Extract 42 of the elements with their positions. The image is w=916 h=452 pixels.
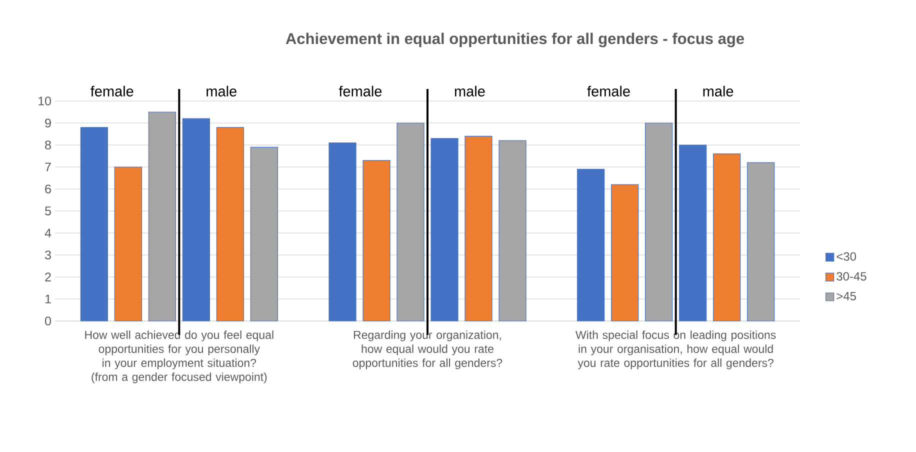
- bar: [148, 112, 176, 322]
- y-tick-label: 9: [45, 118, 51, 128]
- x-tick-label: How well achieved do you feel equal opportunities for you personally in your employment situation? (from a gender focused viewpoint): [85, 330, 274, 384]
- legend-label: >45: [836, 292, 856, 300]
- x-tick-label: Regarding your organization, how equal would you rate opportunities for all genders?: [352, 330, 502, 370]
- text: male: [454, 86, 485, 96]
- bar: [747, 162, 775, 322]
- bar: [577, 168, 605, 322]
- bar: [216, 127, 244, 322]
- bar: [328, 142, 356, 322]
- y-tick-label: 8: [45, 140, 51, 150]
- bar: [498, 140, 526, 322]
- y-tick-label: 2: [45, 272, 51, 282]
- text: female: [587, 86, 630, 96]
- y-tick-label: 6: [45, 184, 51, 194]
- y-tick-label: 3: [45, 250, 51, 260]
- y-tick-label: 1: [45, 294, 51, 304]
- text: male: [703, 86, 734, 96]
- y-tick-label: 0: [45, 316, 51, 326]
- legend-label: <30: [836, 252, 856, 261]
- bar: [464, 136, 492, 322]
- bar: [362, 160, 390, 322]
- bar: [396, 122, 424, 322]
- bar: [80, 127, 108, 322]
- text: female: [338, 86, 382, 96]
- chart-title: Achievement in equal oppertunities for all genders - focus age: [286, 32, 744, 48]
- bar: [114, 166, 142, 322]
- bar: [250, 146, 278, 322]
- y-tick-label: 4: [44, 228, 52, 238]
- bar: [430, 138, 458, 322]
- y-tick-label: 10: [38, 96, 51, 106]
- bar: [645, 122, 673, 322]
- legend-label: 30-45: [836, 272, 866, 281]
- text: female: [90, 86, 134, 96]
- bar: [713, 153, 741, 322]
- bar: [611, 184, 639, 322]
- bar: [182, 118, 210, 322]
- text: male: [206, 86, 236, 96]
- x-tick-label: With special focus on leading positions in your organisation, how equal would you rate opportunities for all genders?: [576, 330, 776, 370]
- bar: [679, 144, 707, 322]
- y-tick-label: 7: [45, 162, 51, 172]
- y-tick-label: 5: [45, 206, 51, 216]
